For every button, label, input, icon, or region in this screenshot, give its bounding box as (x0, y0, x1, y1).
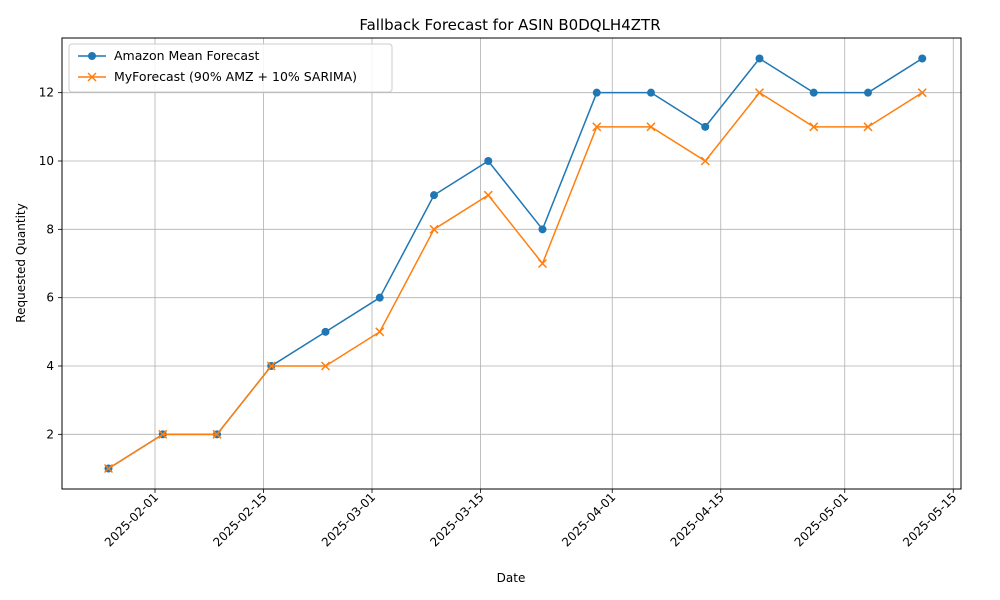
data-point (701, 122, 710, 131)
data-point (266, 361, 276, 371)
x-tick-label: 2025-05-15 (900, 490, 959, 549)
y-axis-label: Requested Quantity (14, 203, 28, 322)
data-point (592, 88, 601, 97)
plot-area (61, 37, 962, 490)
data-point (430, 191, 438, 200)
legend-marker-myforecast (87, 72, 97, 82)
x-tick-label: 2025-04-01 (559, 490, 618, 549)
y-tick-label: 4 (46, 359, 54, 373)
x-tick-label: 2025-02-15 (210, 490, 269, 549)
grid (62, 38, 961, 489)
data-point (158, 429, 168, 439)
data-point (429, 224, 439, 234)
data-point (755, 54, 764, 63)
data-point (484, 157, 493, 165)
data-point (375, 293, 384, 302)
data-point (592, 122, 602, 132)
y-axis-ticks: 2 4 6 8 10 12 (39, 86, 62, 441)
x-tick-label: 2025-04-15 (668, 490, 727, 549)
chart-title: Fallback Forecast for ASIN B0DQLH4ZTR (359, 16, 660, 34)
data-point (917, 88, 927, 98)
series-0 (104, 54, 927, 473)
data-point (103, 463, 114, 474)
x-axis-label: Date (497, 571, 526, 585)
data-point (647, 88, 655, 97)
legend-label-amazon: Amazon Mean Forecast (114, 48, 260, 63)
data-point (375, 327, 385, 337)
legend-box (68, 43, 393, 93)
data-point (863, 122, 873, 132)
data-point (700, 156, 710, 166)
series-group (103, 54, 927, 474)
legend-marker-amazon (88, 52, 96, 60)
y-tick-label: 12 (39, 86, 54, 100)
x-tick-label: 2025-03-15 (427, 490, 486, 549)
y-tick-label: 2 (46, 427, 54, 441)
series-line (108, 91, 923, 470)
legend: Amazon Mean Forecast MyForecast (90% AMZ… (68, 43, 393, 93)
y-tick-label: 8 (46, 222, 54, 236)
series-1 (103, 88, 927, 474)
data-point (321, 327, 330, 336)
data-point (537, 258, 548, 269)
x-axis-ticks: 2025-02-01 2025-02-15 2025-03-01 2025-03-15… (102, 489, 959, 549)
x-tick-label: 2025-03-01 (319, 490, 378, 549)
series-line (108, 57, 923, 470)
data-point (538, 225, 547, 234)
data-point (754, 88, 765, 98)
data-point (918, 54, 927, 63)
x-tick-label: 2025-02-01 (102, 490, 161, 549)
data-point (809, 88, 818, 97)
y-tick-label: 10 (39, 154, 54, 168)
data-point (864, 88, 872, 97)
data-point (212, 429, 222, 439)
data-point (809, 122, 819, 132)
x-tick-label: 2025-05-01 (792, 490, 851, 549)
data-point (483, 190, 493, 200)
legend-label-myforecast: MyForecast (90% AMZ + 10% SARIMA) (114, 69, 357, 84)
data-point (646, 122, 656, 132)
data-point (320, 361, 331, 371)
y-tick-label: 6 (46, 291, 54, 305)
